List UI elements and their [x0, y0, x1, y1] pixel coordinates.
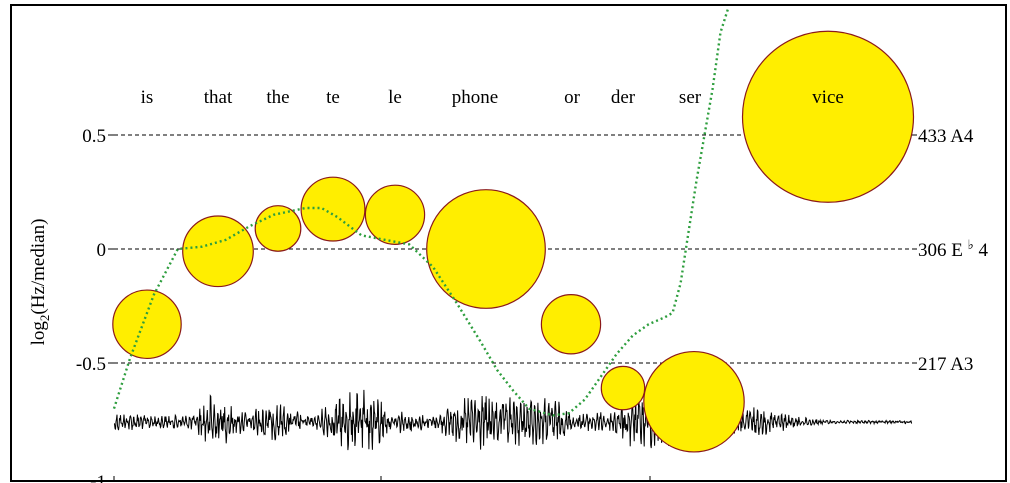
- note-label-octave: 4: [974, 240, 989, 261]
- y-axis-label: log2(Hz/median): [28, 219, 52, 346]
- syllable-labels: is that the te le phone or der ser vice: [141, 87, 844, 108]
- y-axis-label-main: log: [28, 321, 49, 346]
- y-axis-ticks: 0.5 0 -0.5 -1: [76, 126, 114, 483]
- y-tick-label: 0.5: [82, 126, 106, 147]
- syllable-bubble-that: [182, 215, 254, 288]
- syllable-label-ser: ser: [679, 87, 702, 108]
- syllable-bubble-le: [364, 184, 426, 245]
- syllable-label-te: te: [326, 87, 340, 108]
- note-label: 433 A4: [918, 126, 974, 147]
- syllable-label-der: der: [611, 87, 636, 108]
- plot-frame: [10, 4, 1007, 482]
- syllable-bubble-vice: [741, 30, 915, 203]
- note-label-main: 306 E: [918, 240, 968, 261]
- syllable-bubble-is: [112, 289, 182, 360]
- right-note-labels: 433 A4 306 E ♭ 4 217 A3: [918, 126, 989, 375]
- y-axis-label-rest: (Hz/median): [28, 219, 49, 315]
- syllable-bubble-phone: [426, 189, 546, 309]
- note-label: 217 A3: [918, 354, 973, 375]
- syllable-label-or: or: [564, 87, 581, 108]
- y-axis-label-sub: 2: [37, 315, 52, 322]
- syllable-bubble-ser: [643, 350, 745, 453]
- syllable-label-vice: vice: [812, 87, 844, 108]
- audio-waveform: [113, 389, 913, 451]
- syllable-label-that: that: [204, 87, 233, 108]
- syllable-label-phone: phone: [452, 87, 498, 108]
- syllable-label-is: is: [141, 87, 154, 108]
- pitch-contour-line: [112, 6, 730, 417]
- x-axis-ticks: [113, 476, 651, 481]
- syllable-label-le: le: [388, 87, 402, 108]
- note-label: 306 E ♭ 4: [918, 237, 989, 261]
- syllable-bubble-der: [600, 365, 646, 411]
- syllable-label-the: the: [266, 87, 289, 108]
- y-tick-label: -0.5: [76, 354, 106, 375]
- flat-sign: ♭: [968, 237, 974, 252]
- y-tick-label: -1: [90, 472, 106, 483]
- y-tick-label: 0: [97, 240, 107, 261]
- syllable-bubble-the: [254, 205, 302, 252]
- waveform-trace: [113, 389, 913, 451]
- syllable-bubble-or: [540, 294, 602, 355]
- syllable-bubbles: [112, 30, 915, 453]
